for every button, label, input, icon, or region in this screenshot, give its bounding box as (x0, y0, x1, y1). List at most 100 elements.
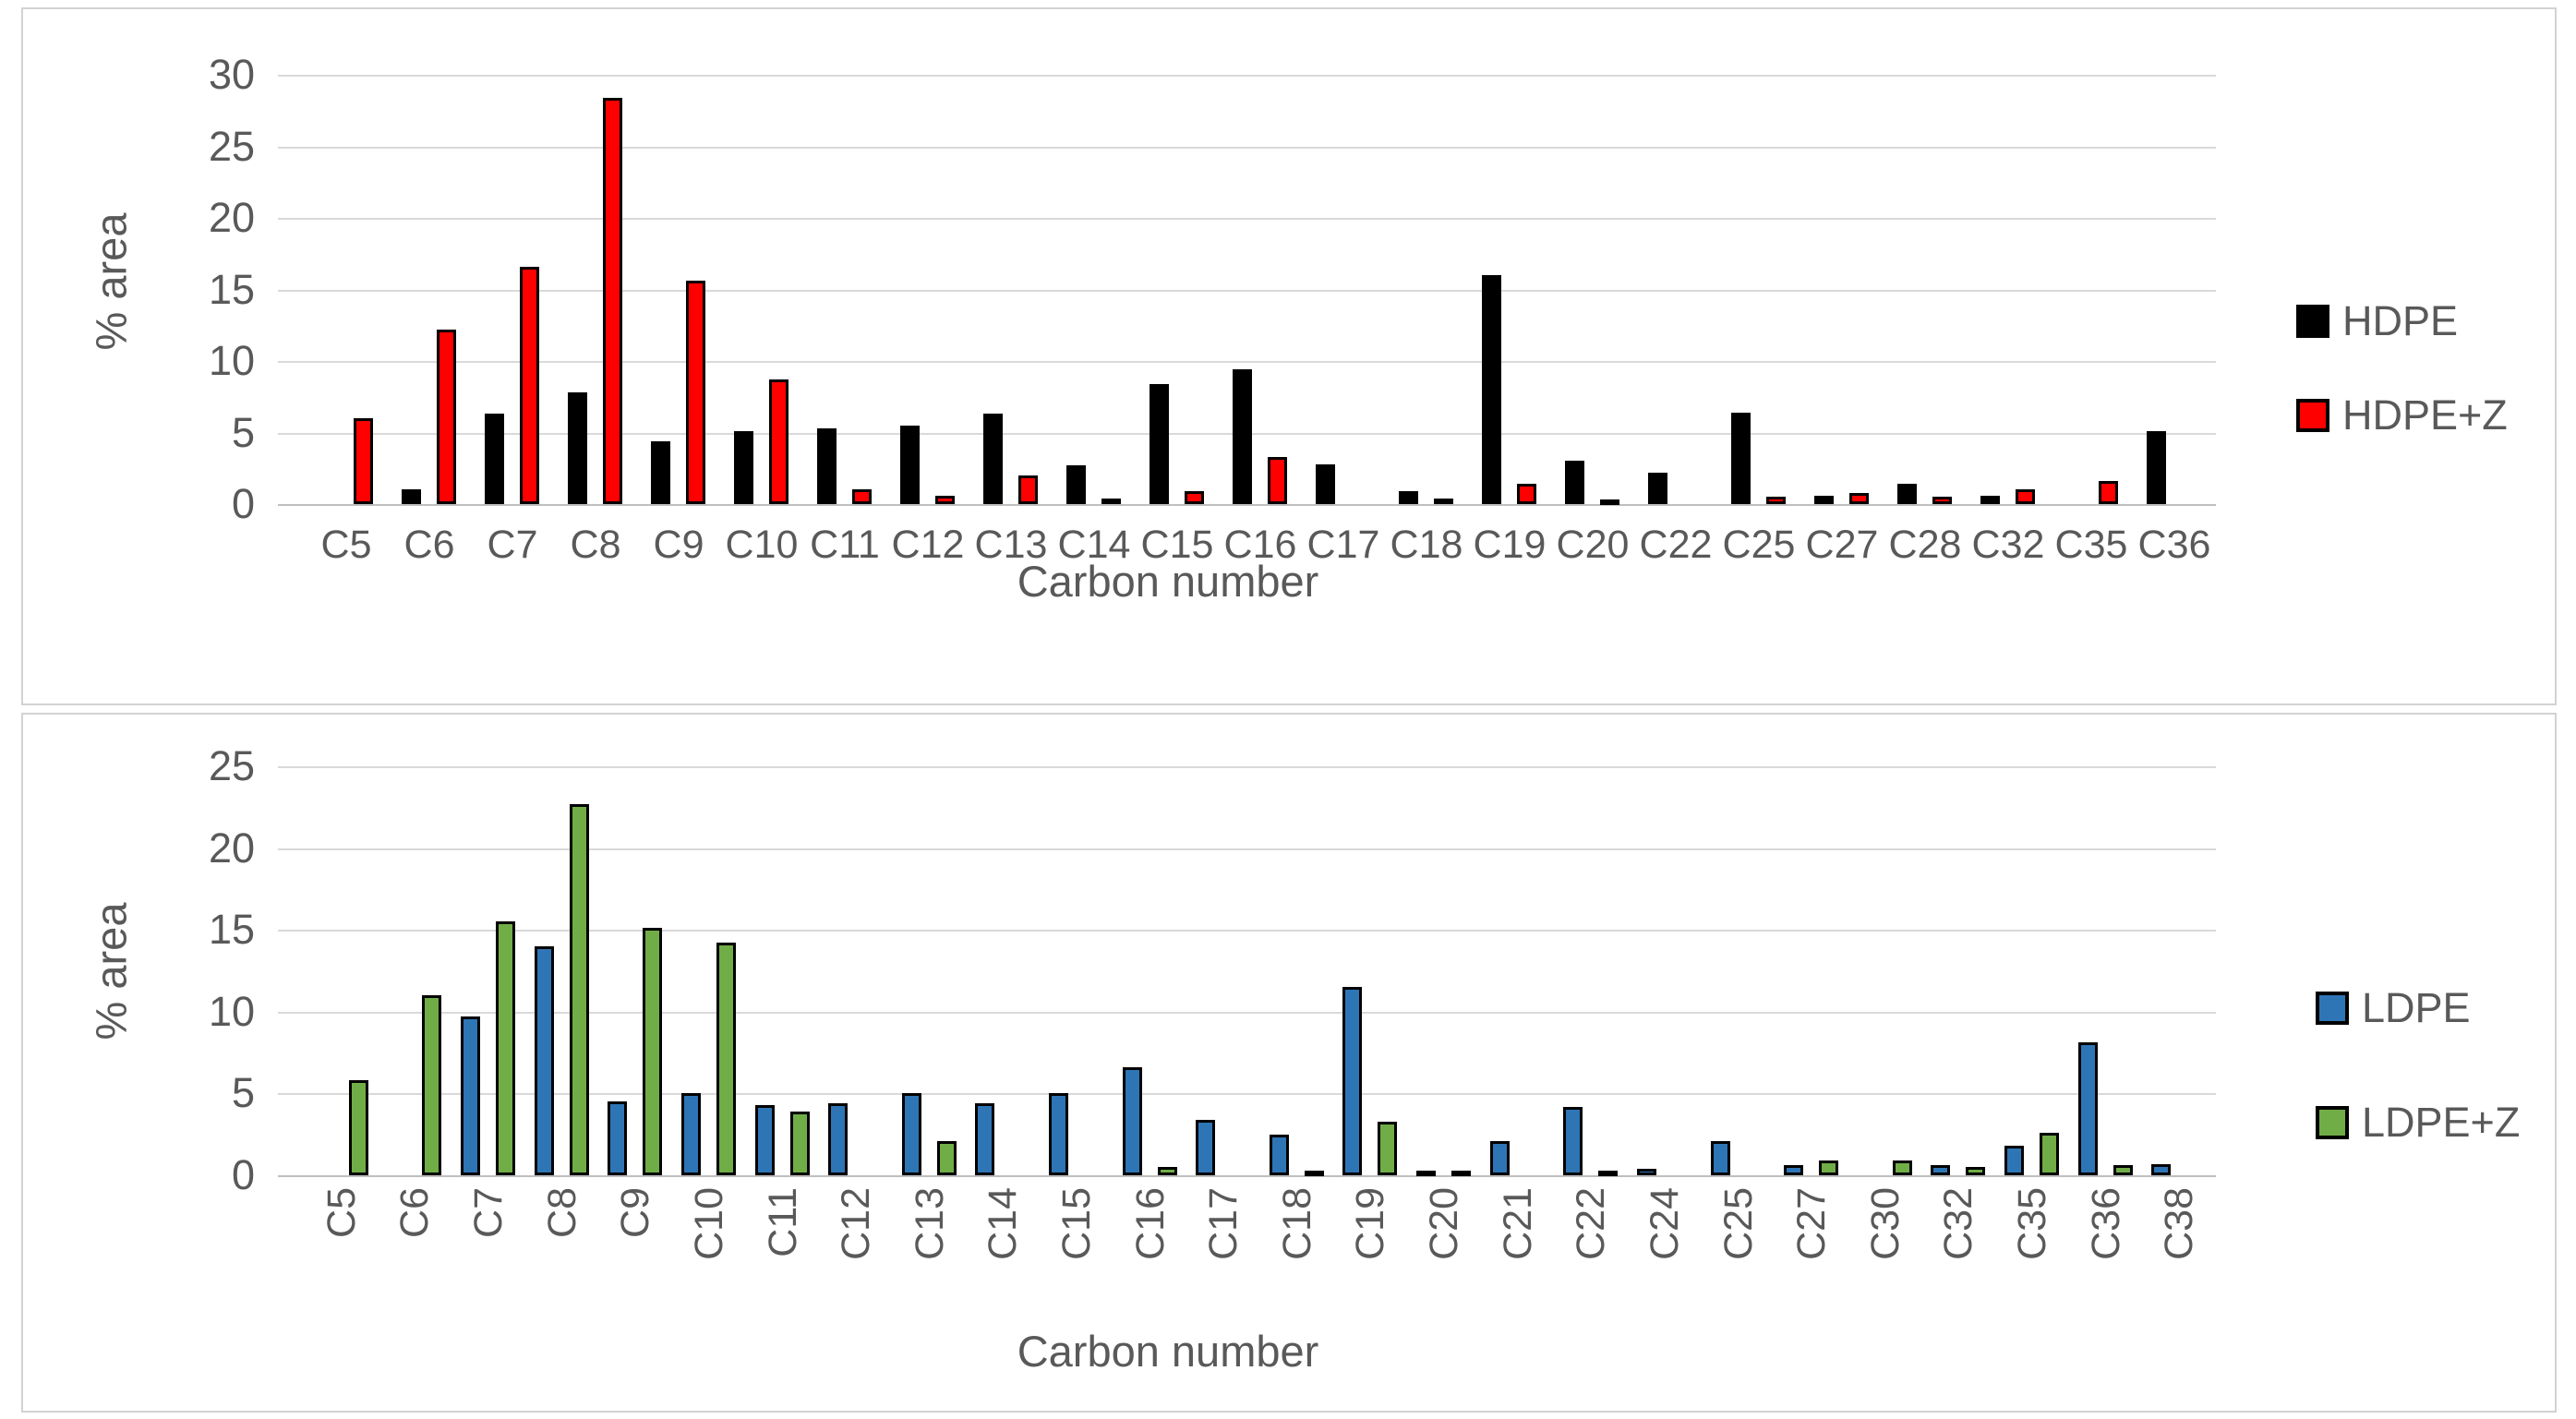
bar-hdpe-c7 (485, 414, 504, 504)
bar-hdpe-c28 (1897, 484, 1917, 504)
bar-ldpe-c19 (1342, 987, 1362, 1175)
ldpe-legend-label: LDPE (2362, 984, 2471, 1031)
bar-hdpe-c13 (983, 414, 1003, 504)
bar-hdpe-c6 (402, 489, 421, 504)
bar-ldpe-c24 (1637, 1169, 1656, 1175)
bar-ldpe+z-c13 (937, 1141, 957, 1175)
y-tick-label: 25 (208, 742, 255, 789)
bar-ldpe-c10 (681, 1093, 701, 1175)
bar-ldpe-c11 (755, 1105, 775, 1175)
hdpe-legend-swatch (2296, 305, 2329, 338)
x-tick-label-c28: C28 (1888, 523, 1962, 567)
bar-hdpe-c8 (568, 392, 587, 504)
bar-ldpe+z-c8 (570, 804, 589, 1175)
bar-ldpe-c36 (2078, 1042, 2098, 1175)
ldpe-legend-swatch (2316, 992, 2349, 1025)
bar-ldpe+z-c32 (1966, 1167, 1985, 1175)
legend-item-ldpe: LDPE (2316, 984, 2520, 1032)
gridline (278, 218, 2216, 220)
x-tick-label-c20: C20 (1422, 1187, 1466, 1260)
bar-hdpe+z-c11 (852, 489, 872, 504)
x-tick-label-c13: C13 (974, 523, 1048, 567)
hdpe-z-legend-swatch (2296, 399, 2329, 432)
bar-ldpe+z-c9 (643, 928, 662, 1175)
bar-hdpe+z-c25 (1766, 497, 1786, 504)
bar-ldpe+z-c27 (1819, 1160, 1838, 1175)
x-tick-label-c14: C14 (981, 1187, 1025, 1260)
x-tick-label-c36: C36 (2084, 1187, 2128, 1260)
bar-ldpe-c14 (975, 1103, 994, 1175)
gridline (278, 1093, 2216, 1095)
hdpe-legend-label: HDPE (2342, 297, 2459, 344)
x-tick-label-c19: C19 (1473, 523, 1547, 567)
bar-hdpe+z-c12 (935, 496, 955, 504)
hdpe-x-axis-title: Carbon number (1017, 557, 1319, 606)
hdpe-y-axis-title: % area (86, 212, 136, 351)
x-tick-label-c5: C5 (320, 523, 372, 567)
bar-hdpe+z-c14 (1101, 499, 1121, 504)
x-tick-label-c5: C5 (319, 1187, 364, 1238)
bar-ldpe-c16 (1123, 1067, 1142, 1175)
bar-ldpe+z-c22 (1598, 1171, 1618, 1176)
x-tick-label-c22: C22 (1569, 1187, 1613, 1260)
x-tick-label-c25: C25 (1716, 1187, 1761, 1260)
bar-hdpe-c12 (900, 426, 920, 504)
bar-ldpe+z-c20 (1451, 1171, 1471, 1176)
bar-ldpe-c27 (1784, 1165, 1803, 1175)
y-tick-label: 15 (208, 906, 255, 953)
bar-ldpe+z-c19 (1378, 1122, 1397, 1175)
ldpe-legend: LDPE LDPE+Z (2316, 984, 2520, 1193)
bar-hdpe+z-c35 (2099, 481, 2118, 504)
x-tick-label-c8: C8 (570, 523, 621, 567)
x-tick-label-c36: C36 (2137, 523, 2211, 567)
legend-item-ldpe-z: LDPE+Z (2316, 1099, 2520, 1147)
bar-hdpe-c9 (651, 441, 670, 504)
gridline (278, 930, 2216, 932)
bar-hdpe-c36 (2147, 431, 2166, 504)
bar-hdpe+z-c32 (2016, 489, 2035, 504)
bar-hdpe-c16 (1233, 369, 1252, 504)
ldpe-plot-area: 0 5 10 15 20 25 C5 C6 C7 C8 C9 C10 C11 C12 C13 C14 C15 C1… (23, 715, 2555, 1411)
y-tick-label: 0 (231, 1151, 255, 1198)
hdpe-plot-area: 0 5 10 15 20 25 30 C5 C6 C7 C8 C9 C10 C11 C12 C13 C14 C15… (23, 9, 2555, 703)
bar-hdpe-c15 (1150, 384, 1169, 504)
bar-hdpe+z-c16 (1268, 457, 1287, 504)
bar-hdpe+z-c28 (1932, 497, 1952, 504)
y-tick-label: 20 (208, 194, 255, 241)
y-tick-label: 10 (208, 988, 255, 1035)
bar-ldpe-c38 (2151, 1164, 2171, 1175)
hdpe-legend: HDPE HDPE+Z (2296, 297, 2508, 486)
x-tick-label-c17: C17 (1201, 1187, 1246, 1260)
y-tick-label: 25 (208, 123, 255, 170)
x-tick-label-c25: C25 (1722, 523, 1796, 567)
y-tick-label: 20 (208, 824, 255, 872)
bar-hdpe+z-c6 (437, 330, 456, 504)
x-tick-label-c19: C19 (1348, 1187, 1392, 1260)
legend-item-hdpe-z: HDPE+Z (2296, 391, 2508, 439)
bar-ldpe-c13 (902, 1093, 921, 1175)
x-tick-label-c18: C18 (1390, 523, 1463, 567)
x-tick-label-c7: C7 (487, 523, 538, 567)
x-tick-label-c6: C6 (403, 523, 455, 567)
bar-ldpe-c7 (461, 1016, 480, 1175)
x-tick-label-c7: C7 (466, 1187, 511, 1238)
x-tick-label-c9: C9 (653, 523, 704, 567)
bar-hdpe-c18 (1399, 491, 1418, 504)
x-tick-label-c8: C8 (540, 1187, 584, 1238)
bar-hdpe+z-c27 (1849, 493, 1869, 504)
x-tick-label-c11: C11 (810, 523, 880, 567)
ldpe-y-axis-title: % area (86, 902, 136, 1040)
bar-hdpe+z-c10 (769, 379, 788, 504)
bar-ldpe-c18 (1270, 1135, 1289, 1175)
bar-ldpe+z-c11 (790, 1112, 810, 1175)
bar-ldpe+z-c30 (1893, 1160, 1912, 1175)
bar-ldpe-c17 (1196, 1120, 1215, 1175)
x-tick-label-c12: C12 (834, 1187, 878, 1260)
bar-ldpe-c35 (2004, 1146, 2024, 1175)
x-tick-label-c32: C32 (1971, 523, 2045, 567)
bar-hdpe-c17 (1316, 464, 1335, 504)
x-tick-label-c6: C6 (392, 1187, 437, 1238)
hdpe-chart-panel: 0 5 10 15 20 25 30 C5 C6 C7 C8 C9 C10 C11 C12 C13 C14 C15… (21, 7, 2557, 705)
bar-ldpe-c15 (1049, 1093, 1068, 1175)
y-tick-label: 30 (208, 51, 255, 98)
